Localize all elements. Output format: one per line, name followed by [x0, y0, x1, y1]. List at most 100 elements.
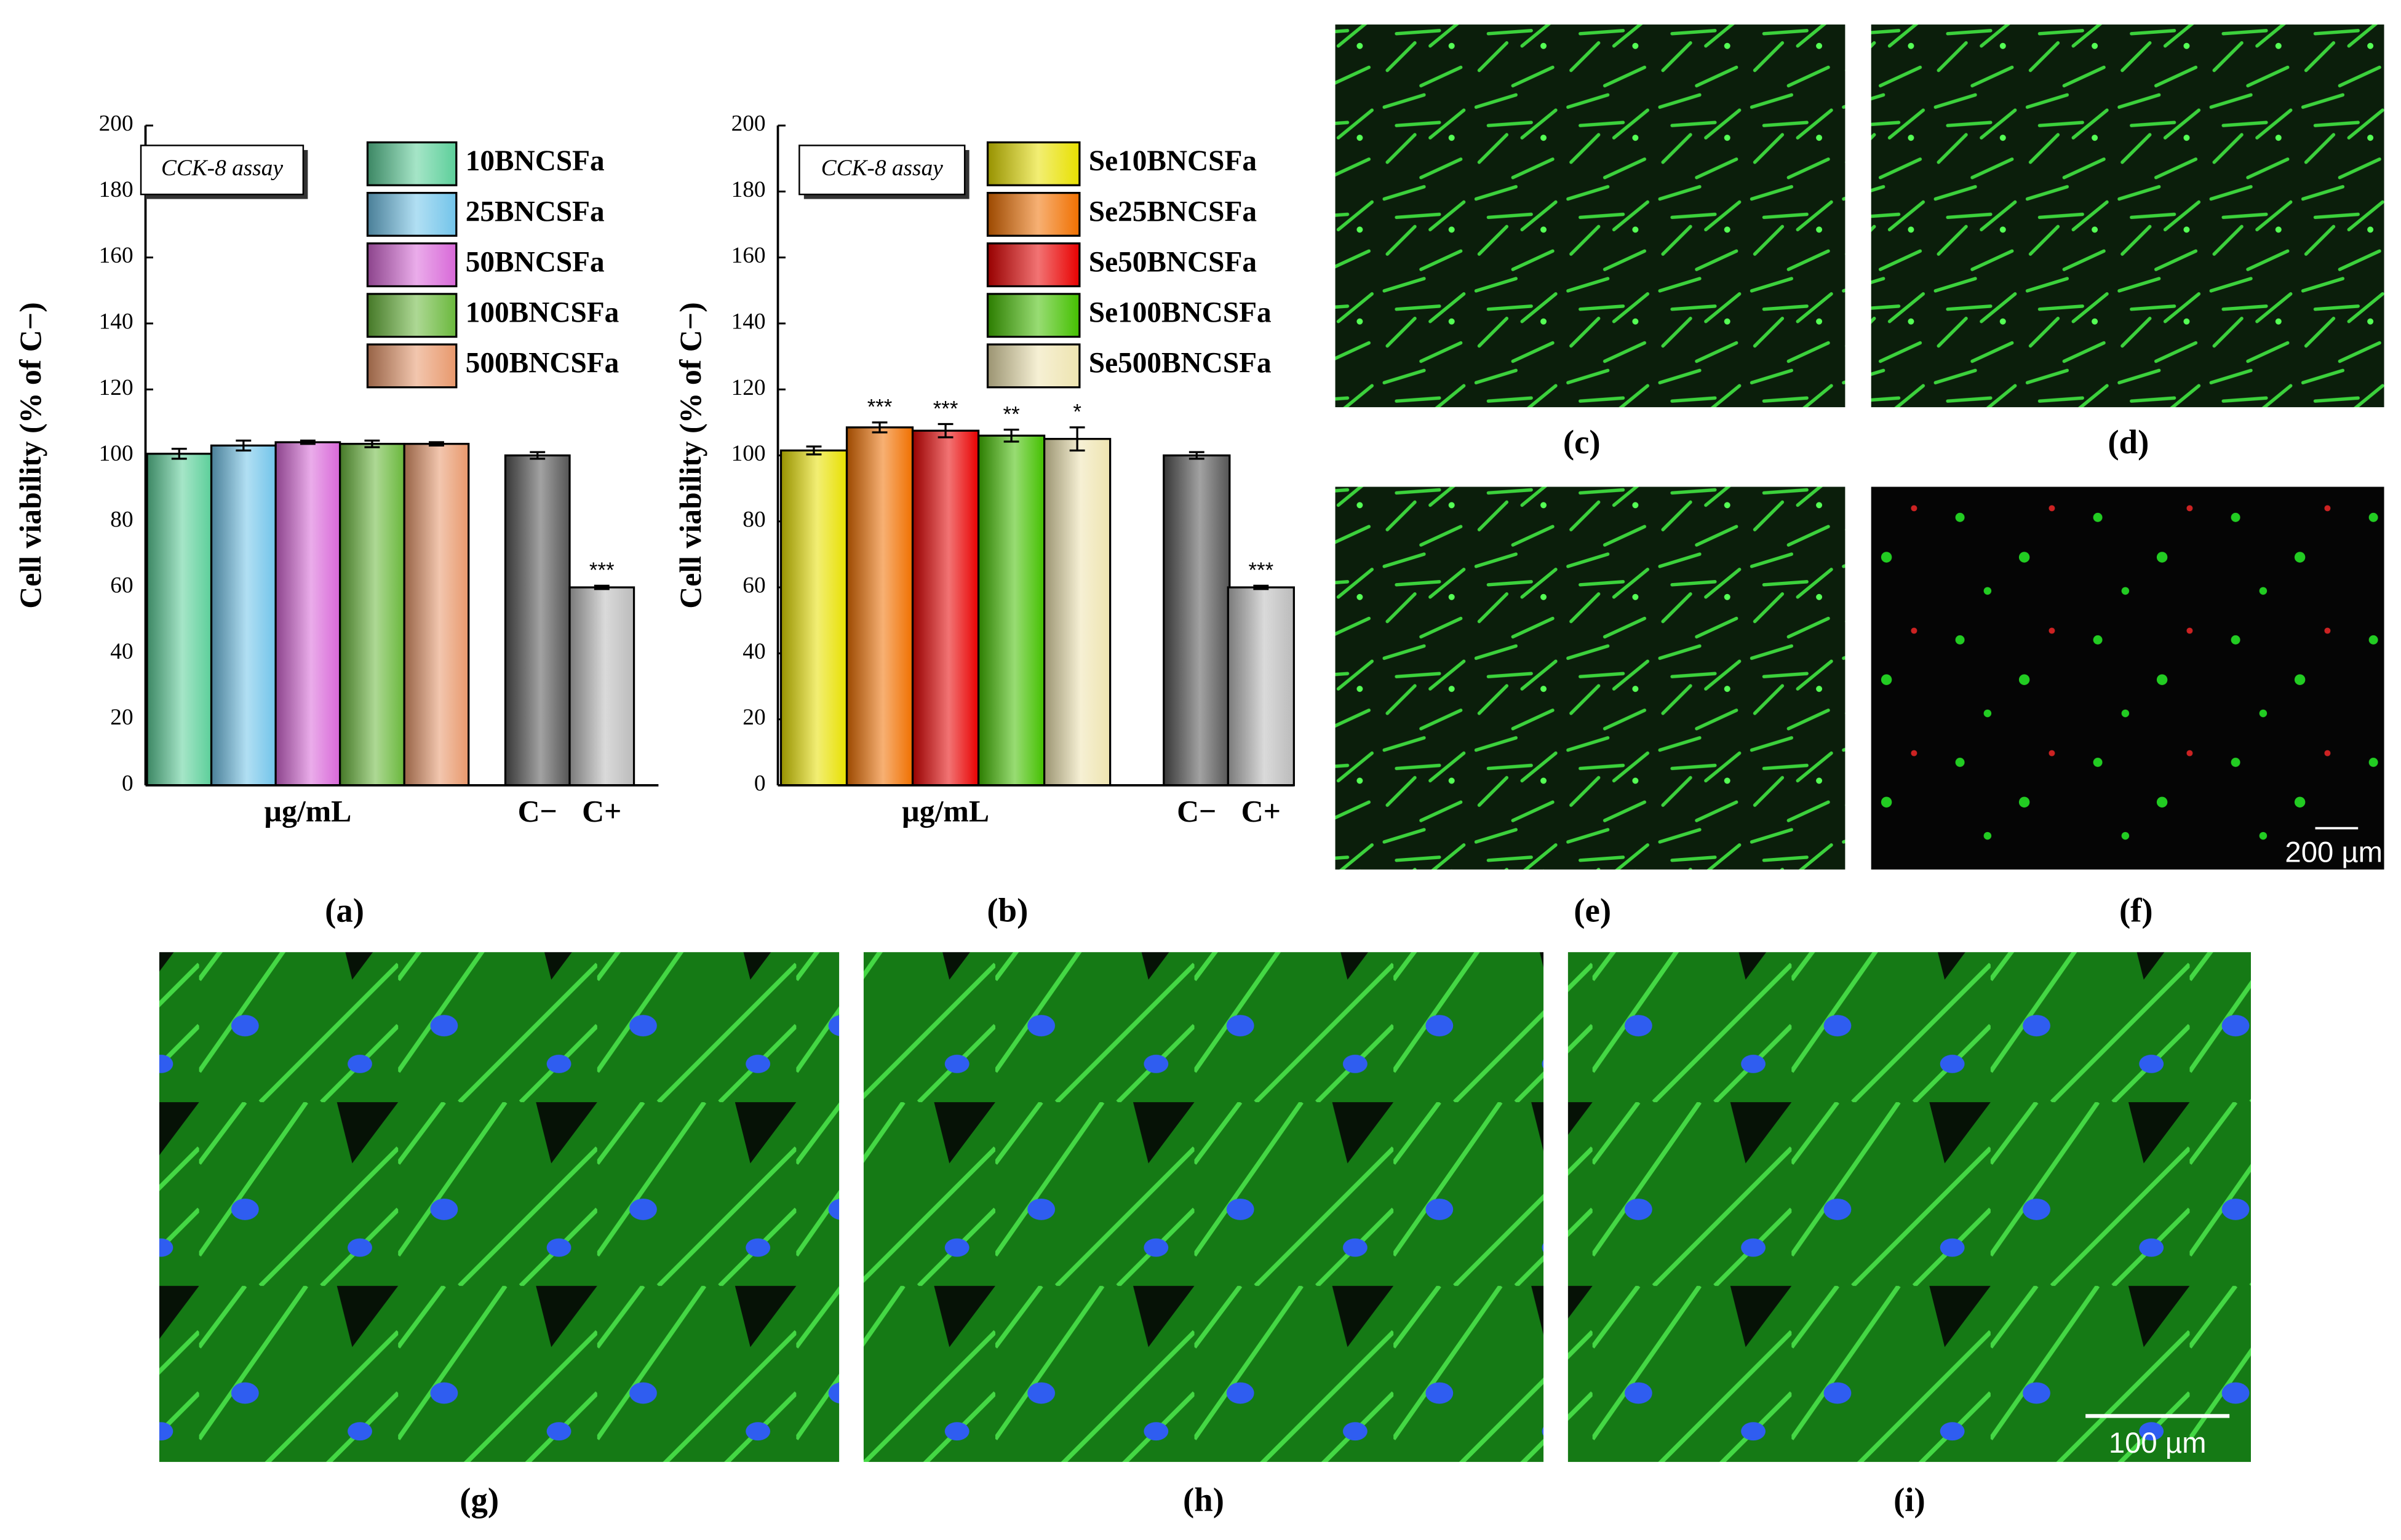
panel-label: (a)	[325, 892, 364, 929]
y-tick-label: 0	[122, 771, 133, 796]
error-bar	[1003, 429, 1019, 443]
legend-label: 100BNCSFa	[466, 297, 619, 329]
panel-label: (g)	[460, 1481, 499, 1518]
y-tick-label: 180	[99, 177, 133, 202]
micrograph-g	[159, 952, 840, 1463]
y-tick-label: 0	[754, 771, 766, 796]
legend-label: Se100BNCSFa	[1089, 297, 1272, 329]
x-tick-label: C+	[582, 795, 621, 828]
legend-label: Se50BNCSFa	[1089, 246, 1257, 278]
error-bar	[429, 441, 444, 447]
legend-label: 25BNCSFa	[466, 196, 605, 228]
error-bar	[938, 423, 954, 439]
y-tick-label: 100	[731, 441, 766, 466]
y-tick-label: 20	[743, 705, 765, 730]
annotation: CCK-8 assay	[821, 156, 944, 181]
y-tick-label: 160	[99, 243, 133, 268]
legend-swatch	[986, 192, 1081, 237]
bar	[911, 429, 980, 787]
bar	[339, 443, 405, 787]
y-tick-label: 40	[110, 639, 133, 664]
micrograph-h	[863, 952, 1544, 1463]
error-bar	[806, 445, 822, 456]
panel-label: (e)	[1574, 892, 1611, 929]
y-tick-label: 200	[731, 111, 766, 137]
legend-swatch	[986, 141, 1081, 186]
legend-swatch	[366, 343, 458, 389]
bar	[403, 443, 470, 787]
x-axis-title: µg/mL	[264, 795, 351, 828]
micrograph-i	[1567, 952, 2251, 1463]
bar	[146, 453, 213, 787]
error-bar	[530, 451, 546, 460]
bar	[1043, 438, 1112, 787]
y-tick-label: 80	[743, 507, 765, 532]
annotation-box	[798, 145, 966, 196]
y-tick-label: 20	[110, 705, 133, 730]
panel-label: (i)	[1893, 1481, 1925, 1518]
error-bar	[1069, 426, 1085, 452]
error-bar	[236, 439, 252, 452]
error-bar	[364, 439, 380, 448]
y-axis-title: Cell viability (% of C−)	[674, 302, 707, 608]
y-tick-label: 160	[731, 243, 766, 268]
bar	[779, 449, 848, 787]
x-tick-label: C+	[1241, 795, 1281, 828]
y-tick-label: 100	[99, 441, 133, 466]
significance: *	[1073, 400, 1081, 424]
legend-swatch	[366, 141, 458, 186]
annotation-box	[140, 145, 305, 196]
panel-label: (f)	[2119, 892, 2153, 929]
legend-label: 50BNCSFa	[466, 246, 605, 278]
y-tick-label: 140	[99, 309, 133, 335]
bar	[504, 454, 571, 787]
y-tick-label: 120	[99, 375, 133, 400]
error-bar	[872, 421, 888, 434]
bar	[1163, 454, 1231, 787]
micrograph-d	[1871, 24, 2384, 408]
bar	[977, 434, 1046, 787]
legend-swatch	[986, 343, 1081, 389]
legend-swatch	[986, 293, 1081, 338]
legend-label: 500BNCSFa	[466, 347, 619, 379]
x-tick-label: C−	[518, 795, 557, 828]
y-tick-label: 120	[731, 375, 766, 400]
y-tick-label: 140	[731, 309, 766, 335]
y-tick-label: 80	[110, 507, 133, 532]
legend-label: Se500BNCSFa	[1089, 347, 1272, 379]
micrograph-f	[1871, 486, 2384, 870]
legend-swatch	[366, 192, 458, 237]
y-tick-label: 200	[99, 111, 133, 137]
legend-swatch	[366, 242, 458, 288]
micrograph-c	[1335, 24, 1846, 408]
scale-bar-label: 200 µm	[2285, 836, 2383, 868]
scale-bar-label: 100 µm	[2109, 1427, 2207, 1459]
micrograph-e	[1335, 486, 1846, 870]
bar	[274, 441, 341, 787]
significance: ***	[1248, 558, 1273, 582]
annotation: CCK-8 assay	[161, 156, 284, 181]
legend-label: 10BNCSFa	[466, 145, 605, 177]
legend-label: Se25BNCSFa	[1089, 196, 1257, 228]
bar	[210, 444, 277, 787]
bar	[845, 426, 914, 787]
significance: ***	[867, 395, 893, 419]
x-tick-label: C−	[1177, 795, 1216, 828]
error-bar	[300, 439, 316, 445]
y-tick-label: 60	[110, 573, 133, 598]
significance: ***	[933, 397, 958, 421]
error-bar	[594, 584, 610, 590]
bar	[568, 586, 635, 787]
error-bar	[1189, 451, 1204, 460]
significance: ***	[589, 558, 615, 582]
panel-label: (c)	[1563, 423, 1601, 461]
panel-label: (b)	[987, 892, 1028, 929]
panel-label: (d)	[2108, 423, 2149, 461]
y-tick-label: 60	[743, 573, 765, 598]
y-tick-label: 40	[743, 639, 765, 664]
y-tick-label: 180	[731, 177, 766, 202]
legend-label: Se10BNCSFa	[1089, 145, 1257, 177]
bar	[1227, 586, 1295, 787]
error-bar	[1253, 584, 1269, 590]
